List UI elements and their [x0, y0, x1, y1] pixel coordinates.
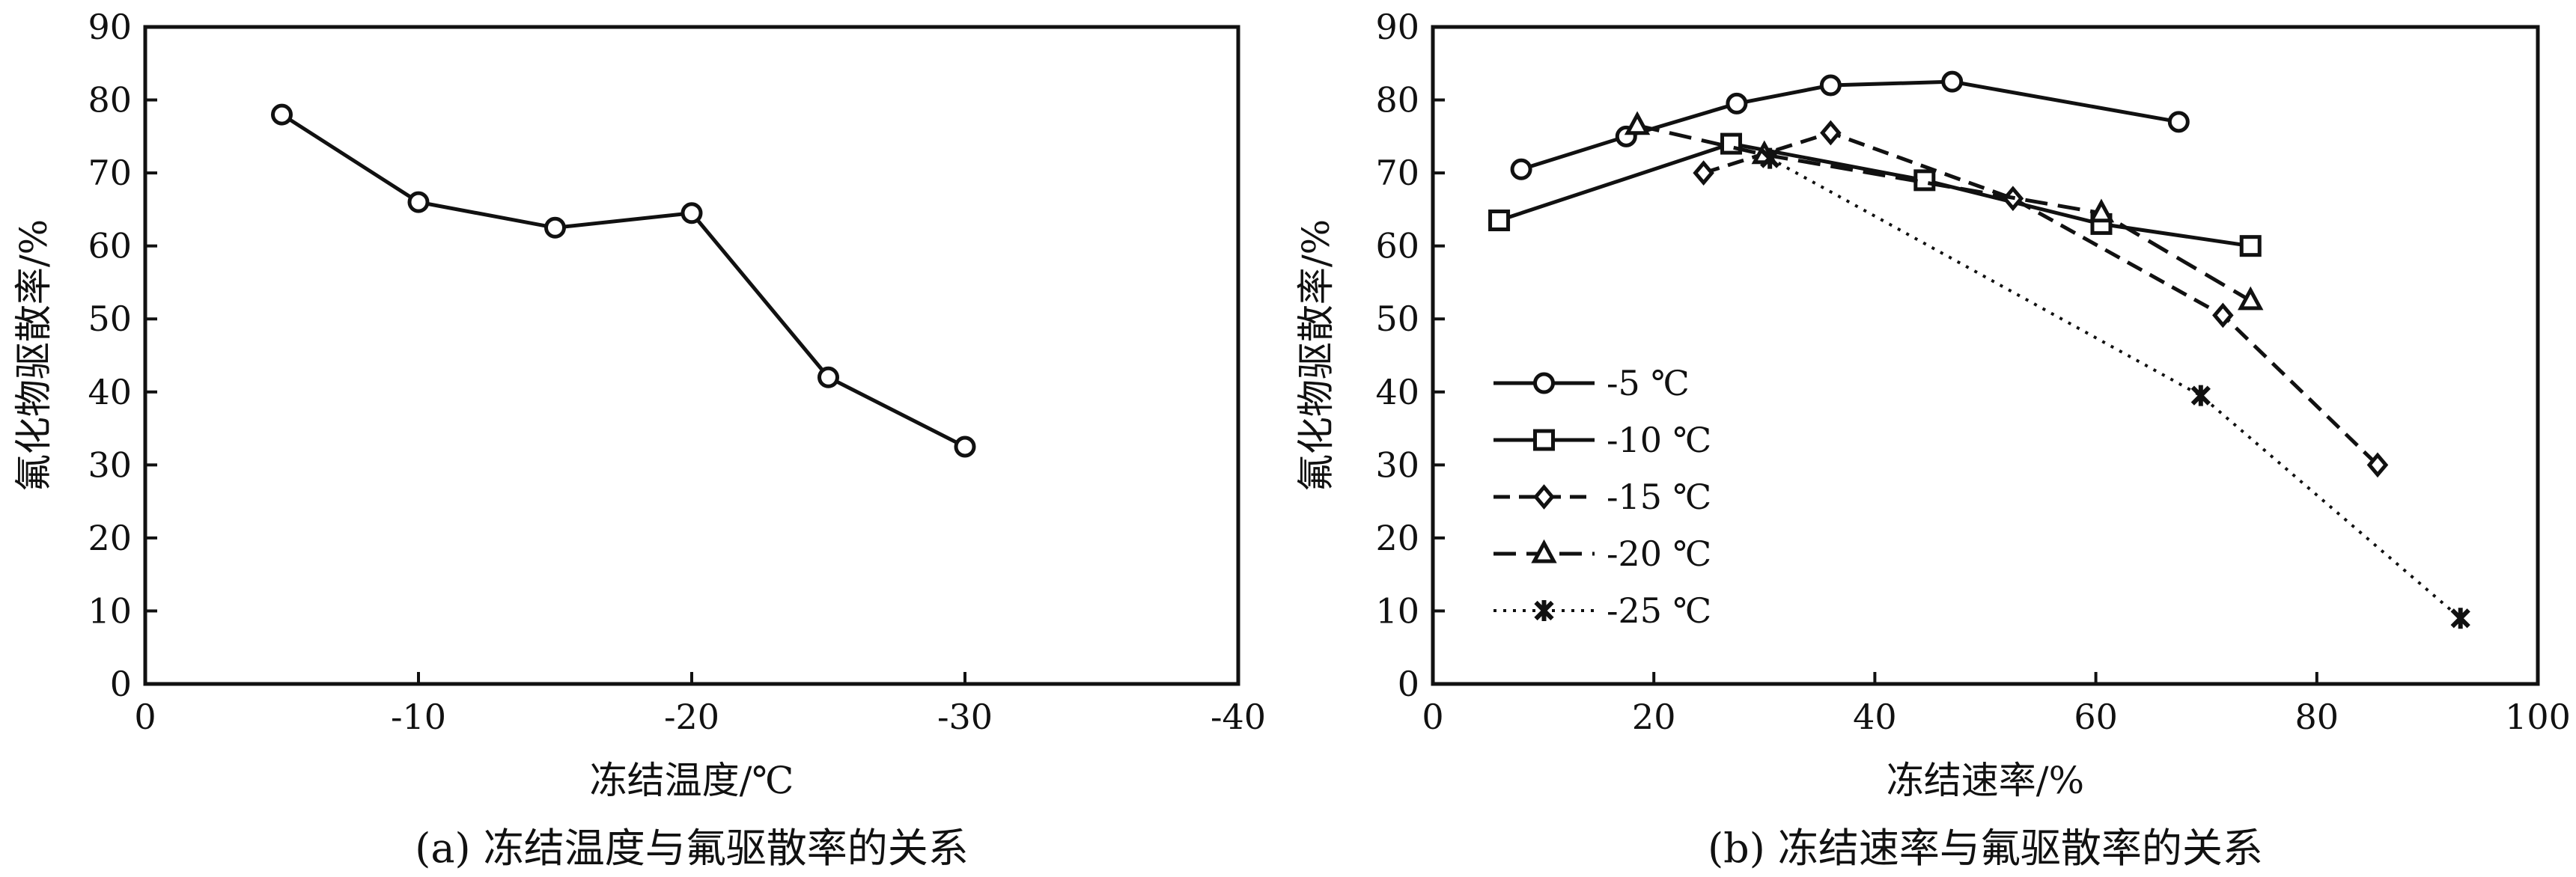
chart-b-series-2-point	[1913, 169, 1936, 192]
chart-b-legend-label-3: -15 ℃	[1607, 477, 1711, 517]
chart-a-y-tick-label: 90	[88, 7, 132, 47]
chart-b-x-tick-label: 60	[2074, 697, 2118, 737]
chart-a-series-1-point	[817, 366, 839, 388]
chart-b: 0 20 40 60 80 100 0 10 20 30 40 50 60 70 80 90 -5 ℃ -10 …	[1294, 7, 2571, 872]
chart-a-y-tick-label: 20	[88, 518, 132, 558]
chart-a-series-1-point	[544, 216, 566, 239]
chart-b-series-3-point	[2366, 452, 2389, 478]
chart-b-plot-frame	[1431, 25, 2540, 686]
chart-a-y-tick-label: 30	[88, 444, 132, 485]
chart-a-y-tick-label: 50	[88, 299, 132, 339]
chart-b-series-4-point	[2238, 286, 2264, 311]
chart-b-x-tick-label: 20	[1632, 697, 1676, 737]
chart-b-legend-label-2: -10 ℃	[1607, 420, 1711, 460]
chart-b-x-tick-label: 40	[1853, 697, 1897, 737]
chart-b-series-1-point	[2167, 111, 2190, 133]
chart-a-y-tick-label: 0	[110, 664, 132, 704]
chart-b-series-1-point	[1510, 158, 1532, 180]
chart-b-series-1-point	[1726, 92, 1748, 114]
chart-a-series	[271, 103, 976, 458]
chart-b-series-5-point	[2450, 608, 2470, 629]
chart-b-series-2-line	[1498, 141, 2251, 248]
chart-b-y-tick-label: 10	[1375, 590, 1419, 631]
chart-b-caption: (b) 冻结速率与氟驱散率的关系	[1708, 825, 2263, 872]
chart-b-legend-label-5: -25 ℃	[1607, 590, 1711, 631]
chart-a-series-1-point	[271, 103, 293, 126]
chart-a-series-1-line	[281, 112, 966, 449]
chart-b-series-5-point	[1760, 147, 1780, 169]
chart-b-legend: -5 ℃ -10 ℃ -15 ℃ -20 ℃ -25 ℃	[1493, 363, 1711, 631]
chart-a-x-tick-label: -40	[1211, 697, 1266, 737]
chart-a-x-tick-label: -10	[391, 697, 446, 737]
chart-b-y-tick-label: 40	[1375, 372, 1419, 412]
chart-a-axis-ticks: 0 -10 -20 -30 -40 0 10 20 30 40 50 60 70 80 90	[88, 7, 1266, 737]
chart-b-y-tick-label: 50	[1375, 299, 1419, 339]
chart-b-series	[1488, 70, 2470, 629]
chart-b-series-4-point	[2088, 198, 2115, 223]
chart-b-y-tick-label: 90	[1375, 7, 1419, 47]
chart-a-y-axis-label: 氟化物驱散率/%	[12, 219, 55, 492]
chart-b-legend-marker-4	[1531, 539, 1557, 563]
chart-a-series-1-point	[407, 191, 430, 213]
chart-a-x-tick-label: 0	[134, 697, 156, 737]
chart-a-x-tick-label: -30	[937, 697, 993, 737]
chart-b-legend-marker-5	[1534, 600, 1554, 621]
chart-b-series-4-line	[1636, 123, 2252, 302]
chart-a-y-tick-label: 40	[88, 372, 132, 412]
chart-b-series-3-line	[1702, 130, 2379, 467]
chart-b-series-4-point	[1624, 111, 1651, 135]
chart-b-legend-marker-3	[1533, 484, 1555, 510]
chart-b-series-1-point	[1941, 70, 1964, 93]
chart-b-series-2-point	[1488, 210, 1511, 232]
chart-a-plot-frame	[143, 25, 1240, 686]
chart-b-y-axis-label: 氟化物驱散率/%	[1294, 219, 1338, 492]
chart-b-legend-label-1: -5 ℃	[1607, 363, 1690, 403]
chart-b-x-tick-label: 100	[2505, 697, 2571, 737]
chart-b-y-tick-label: 30	[1375, 444, 1419, 485]
chart-a-y-tick-label: 60	[88, 226, 132, 266]
chart-b-series-2-point	[2239, 235, 2262, 257]
chart-b-y-tick-label: 70	[1375, 153, 1419, 193]
chart-b-series-5-point	[2190, 385, 2211, 406]
chart-b-legend-marker-1	[1533, 372, 1555, 394]
chart-b-y-tick-label: 0	[1398, 664, 1419, 704]
chart-b-axis-ticks: 0 20 40 60 80 100 0 10 20 30 40 50 60 70 80 90	[1375, 7, 2570, 737]
chart-a-y-tick-label: 70	[88, 153, 132, 193]
chart-b-legend-label-4: -20 ℃	[1607, 534, 1711, 574]
chart-b-series-3-point	[2212, 302, 2234, 329]
chart-b-y-tick-label: 60	[1375, 226, 1419, 266]
chart-a-series-1-point	[954, 436, 976, 458]
chart-a-y-tick-label: 10	[88, 590, 132, 631]
chart-b-series-1-line	[1520, 79, 2179, 171]
chart-b-y-tick-label: 20	[1375, 518, 1419, 558]
chart-b-y-tick-label: 80	[1375, 80, 1419, 120]
chart-b-x-tick-label: 0	[1422, 697, 1443, 737]
chart-a-series-1-point	[680, 202, 703, 224]
chart-b-series-3-point	[1820, 120, 1842, 146]
chart-b-legend-marker-2	[1533, 429, 1555, 451]
chart-a-x-axis-label: 冻结温度/℃	[590, 759, 794, 802]
chart-a-x-tick-label: -20	[664, 697, 719, 737]
chart-a-caption: (a) 冻结温度与氟驱散率的关系	[415, 825, 969, 872]
chart-b-x-tick-label: 80	[2295, 697, 2339, 737]
chart-a-y-tick-label: 80	[88, 80, 132, 120]
chart-b-series-3-point	[1693, 160, 1714, 186]
chart-b-series-1-point	[1819, 74, 1842, 97]
chart-b-x-axis-label: 冻结速率/%	[1887, 759, 2084, 802]
